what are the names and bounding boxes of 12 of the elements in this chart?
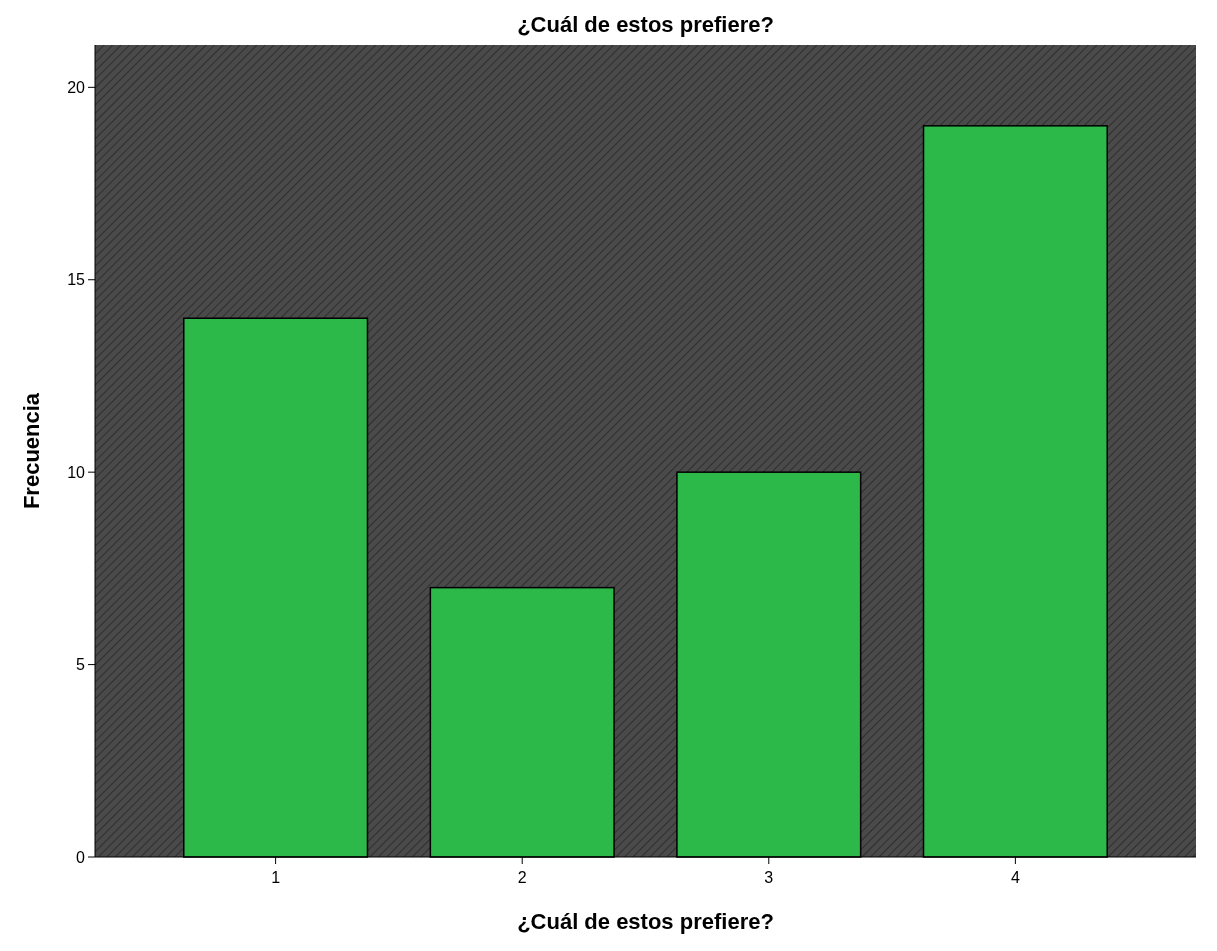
x-tick-label: 3 [764,869,774,886]
chart-title: ¿Cuál de estos prefiere? [517,12,774,37]
x-tick-label: 4 [1010,869,1020,886]
y-tick-label: 10 [67,463,86,481]
y-tick-label: 5 [76,656,86,674]
y-axis-title: Frecuencia [19,392,44,510]
x-tick-label: 2 [517,869,527,886]
y-tick-label: 15 [67,271,86,289]
x-axis-title: ¿Cuál de estos prefiere? [517,909,774,934]
y-tick-label: 0 [76,848,86,866]
x-tick-label: 1 [271,869,281,886]
y-tick-label: 20 [67,78,86,96]
